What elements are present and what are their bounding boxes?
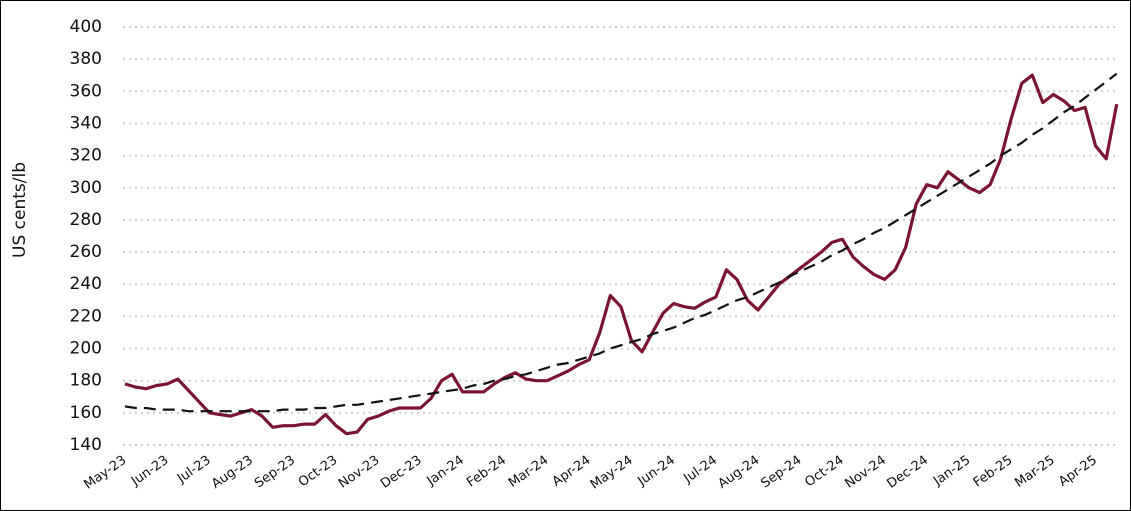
y-axis-label: US cents/lb xyxy=(10,162,30,258)
y-tick-label: 240 xyxy=(70,274,102,294)
y-tick-label: 140 xyxy=(70,435,102,455)
trend-line xyxy=(124,72,1118,413)
y-tick-label: 180 xyxy=(70,371,102,391)
y-tick-label: 160 xyxy=(70,403,102,423)
y-tick-label: 360 xyxy=(70,81,102,101)
y-tick-label: 220 xyxy=(70,306,102,326)
y-tick-label: 380 xyxy=(70,49,102,69)
y-tick-label: 280 xyxy=(70,210,102,230)
y-tick-label: 200 xyxy=(70,339,102,359)
y-tick-label: 320 xyxy=(70,146,102,166)
y-tick-label: 340 xyxy=(70,113,102,133)
y-tick-label: 400 xyxy=(70,17,102,37)
price-line xyxy=(124,73,1119,436)
y-tick-label: 260 xyxy=(70,242,102,262)
y-tick-label: 300 xyxy=(70,178,102,198)
